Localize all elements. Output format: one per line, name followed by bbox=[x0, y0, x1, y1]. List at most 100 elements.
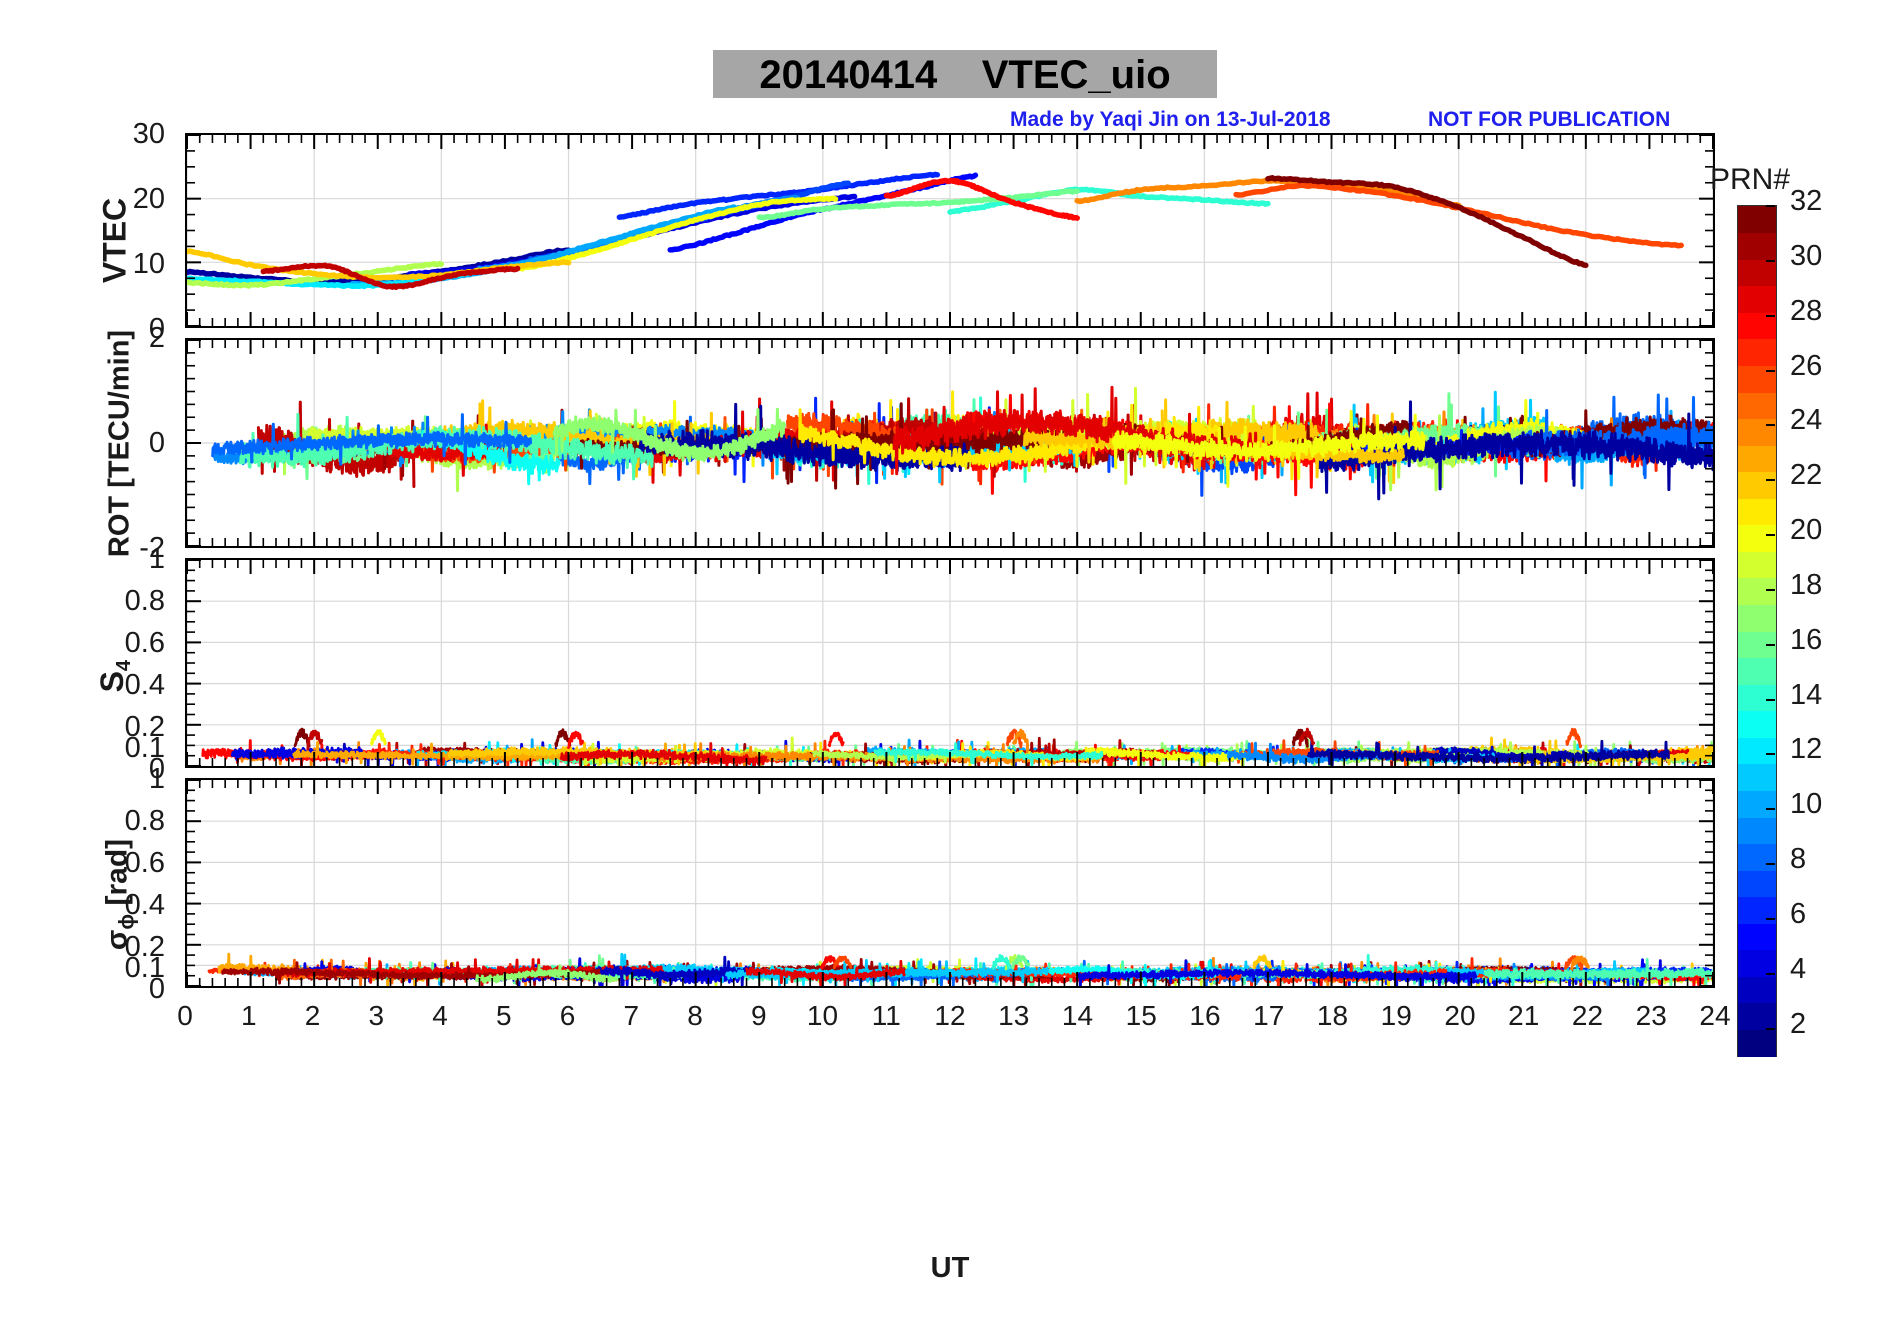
colorbar-segment bbox=[1738, 338, 1776, 366]
colorbar-tick-mark bbox=[1766, 1027, 1775, 1030]
colorbar-segment bbox=[1738, 577, 1776, 606]
xtick-label: 10 bbox=[806, 1000, 839, 1031]
ytick-rot-2: 2 bbox=[148, 322, 165, 354]
colorbar-tick-label: 22 bbox=[1790, 459, 1823, 492]
colorbar-segment bbox=[1738, 790, 1776, 818]
colorbar-segment bbox=[1738, 763, 1776, 791]
colorbar-tick-mark bbox=[1766, 369, 1775, 372]
xtick-label: 23 bbox=[1635, 1000, 1667, 1031]
colorbar-tick-label: 2 bbox=[1790, 1007, 1807, 1040]
colorbar-segment bbox=[1738, 471, 1776, 499]
colorbar-tick-mark bbox=[1766, 534, 1775, 537]
colorbar-tick-label: 30 bbox=[1790, 239, 1823, 272]
panel-vtec bbox=[185, 133, 1715, 328]
xtick-label: 8 bbox=[687, 1000, 703, 1031]
ytick-vtec-30: 30 bbox=[132, 118, 165, 150]
colorbar-tick-mark bbox=[1766, 259, 1775, 262]
xtick-label: 6 bbox=[559, 1000, 576, 1031]
colorbar-segment bbox=[1738, 206, 1776, 234]
xtick-label: 14 bbox=[1061, 1000, 1094, 1031]
colorbar-tick-label: 18 bbox=[1790, 568, 1823, 601]
colorbar-segment bbox=[1738, 684, 1776, 712]
xtick-label: 11 bbox=[871, 1000, 901, 1031]
colorbar-tick-label: 12 bbox=[1790, 733, 1823, 766]
colorbar-tick-mark bbox=[1766, 424, 1775, 427]
colorbar-tick-label: 10 bbox=[1790, 788, 1823, 821]
ytick-rot-m2: -2 bbox=[139, 532, 165, 564]
ytick-vtec-20: 20 bbox=[132, 183, 165, 215]
colorbar-tick-label: 28 bbox=[1790, 294, 1823, 327]
colorbar-segment bbox=[1738, 657, 1776, 685]
page-title: 20140414 VTEC_uio bbox=[759, 53, 1171, 97]
ytick-s4-02: 0.2 bbox=[124, 711, 165, 743]
ytick-vtec-10: 10 bbox=[132, 248, 165, 280]
colorbar-segment bbox=[1738, 524, 1776, 552]
xtick-label: 3 bbox=[368, 1000, 385, 1031]
colorbar-segment bbox=[1738, 737, 1776, 765]
credit-annotation: Made by Yaqi Jin on 13-Jul-2018 bbox=[1010, 108, 1331, 131]
ytick-sp-08: 0.8 bbox=[124, 805, 165, 837]
xtick-label: 20 bbox=[1444, 1000, 1476, 1031]
not-for-publication-annotation: NOT FOR PUBLICATION bbox=[1428, 108, 1671, 131]
xtick-label: 7 bbox=[623, 1000, 640, 1031]
colorbar-segment bbox=[1738, 312, 1776, 340]
colorbar-tick-label: 16 bbox=[1790, 623, 1823, 656]
colorbar-tick-mark bbox=[1766, 972, 1775, 975]
ytick-vtec-0: 0 bbox=[148, 313, 165, 345]
colorbar-tick-label: 4 bbox=[1790, 952, 1807, 985]
colorbar-tick-label: 32 bbox=[1790, 185, 1823, 217]
xtick-label: 9 bbox=[750, 1000, 767, 1031]
colorbar-tick-label: 24 bbox=[1790, 404, 1823, 437]
ytick-sp-02: 0.2 bbox=[124, 931, 165, 963]
xtick-label: 16 bbox=[1189, 1000, 1221, 1031]
xtick-label: 18 bbox=[1316, 1000, 1349, 1031]
xtick-label: 12 bbox=[934, 1000, 966, 1031]
ytick-rot-0: 0 bbox=[148, 427, 165, 459]
colorbar-tick-mark bbox=[1766, 588, 1775, 591]
colorbar-segment bbox=[1738, 1029, 1776, 1057]
colorbar-tick-mark bbox=[1766, 863, 1775, 866]
xtick-label: 13 bbox=[998, 1000, 1030, 1031]
title-background bbox=[713, 50, 1217, 98]
colorbar-tick-mark bbox=[1766, 753, 1775, 756]
colorbar-segment bbox=[1738, 816, 1776, 845]
colorbar-tick-label: 6 bbox=[1790, 897, 1807, 930]
colorbar-tick-mark bbox=[1766, 314, 1775, 317]
xtick-label: 22 bbox=[1571, 1000, 1604, 1031]
colorbar-tick-label: 8 bbox=[1790, 843, 1807, 876]
ytick-s4-01: 0.1 bbox=[124, 732, 165, 764]
colorbar-title: PRN# bbox=[1710, 163, 1791, 196]
xtick-label: 15 bbox=[1125, 1000, 1157, 1031]
colorbar-segment bbox=[1738, 418, 1776, 446]
colorbar-segment bbox=[1738, 843, 1776, 871]
ytick-sp-0: 0 bbox=[148, 973, 165, 1005]
colorbar-segment bbox=[1738, 976, 1776, 1004]
xtick-label: 4 bbox=[432, 1000, 448, 1031]
xtick-label: 0 bbox=[177, 1000, 193, 1031]
xtick-label: 17 bbox=[1253, 1000, 1285, 1031]
colorbar-tick-mark bbox=[1766, 643, 1775, 646]
ytick-s4-06: 0.6 bbox=[124, 627, 165, 659]
axis-label-ut: UT bbox=[930, 1252, 970, 1284]
ytick-s4-08: 0.8 bbox=[124, 585, 165, 617]
ytick-sp-1: 1 bbox=[148, 763, 165, 795]
ytick-sp-06: 0.6 bbox=[124, 847, 165, 879]
colorbar-segment bbox=[1738, 285, 1776, 313]
xtick-label: 24 bbox=[1699, 1000, 1731, 1031]
colorbar-segment bbox=[1738, 710, 1776, 738]
colorbar-tick-mark bbox=[1766, 808, 1775, 811]
xtick-label: 21 bbox=[1508, 1000, 1540, 1031]
colorbar-tick-mark bbox=[1766, 698, 1775, 701]
colorbar-segment bbox=[1738, 870, 1776, 898]
colorbar bbox=[1737, 205, 1777, 1057]
ytick-sp-01: 0.1 bbox=[124, 952, 165, 984]
xtick-label: 5 bbox=[495, 1000, 512, 1031]
colorbar-segment bbox=[1738, 498, 1776, 526]
colorbar-segment bbox=[1738, 949, 1776, 977]
panel-sigma-phi bbox=[185, 778, 1715, 988]
colorbar-segment bbox=[1738, 923, 1776, 951]
colorbar-tick-label: 20 bbox=[1790, 514, 1823, 547]
colorbar-tick-mark bbox=[1766, 479, 1775, 482]
colorbar-tick-label: 14 bbox=[1790, 678, 1823, 711]
xtick-label: 1 bbox=[240, 1000, 257, 1031]
